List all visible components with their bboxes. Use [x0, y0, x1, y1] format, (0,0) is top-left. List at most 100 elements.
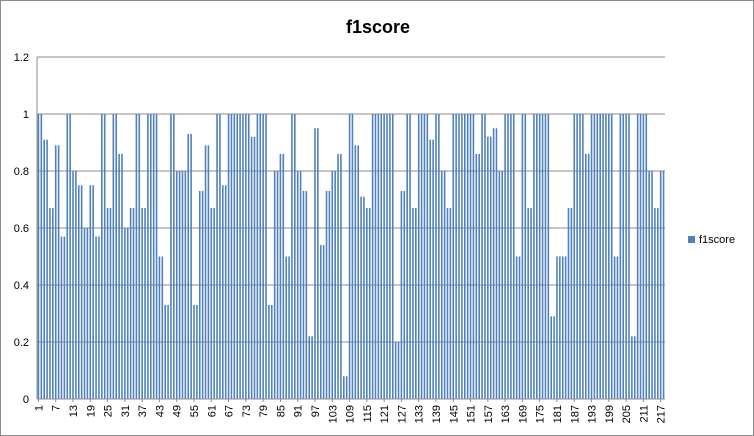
bar [325, 190, 328, 399]
bar [400, 190, 403, 399]
bar [181, 171, 184, 399]
bar [124, 228, 126, 399]
x-tick-label: 7 [51, 405, 63, 411]
bar [377, 114, 380, 399]
bar [230, 114, 233, 399]
bar [40, 114, 43, 399]
bar [308, 336, 311, 399]
bar [106, 208, 109, 399]
x-tick-label: 25 [103, 405, 115, 417]
y-tick-label: 0.6 [14, 223, 29, 235]
bar [69, 114, 71, 399]
bar [268, 304, 270, 399]
bar [173, 114, 175, 399]
bar [256, 114, 259, 399]
bar [579, 114, 581, 399]
bar [587, 153, 590, 399]
bar [80, 185, 83, 399]
bar [412, 208, 414, 399]
x-tick-label: 181 [552, 405, 564, 423]
bar [46, 139, 48, 399]
bar [187, 133, 190, 399]
bar [236, 114, 239, 399]
bar [204, 145, 207, 399]
x-axis-ticks: 1 7 13 19 25 31 37 43 49 55 61 67 73 79 85 91 97 103 109 11… [33, 399, 668, 423]
bar [420, 114, 423, 399]
bar [561, 256, 564, 399]
bar [161, 256, 164, 399]
bar [247, 114, 250, 399]
x-tick-label: 85 [275, 405, 287, 417]
bar [605, 114, 607, 399]
bar [636, 114, 639, 399]
bar [452, 114, 455, 399]
bar [279, 153, 282, 399]
bar [584, 153, 587, 399]
bar [49, 208, 51, 399]
bar [319, 245, 322, 399]
bar [596, 114, 599, 399]
bar [340, 153, 342, 399]
bar [394, 342, 397, 399]
bar [564, 256, 567, 399]
bar [190, 133, 192, 399]
bar [389, 114, 391, 399]
bar [158, 256, 161, 399]
bar [89, 185, 92, 399]
x-tick-label: 145 [448, 405, 460, 423]
bar [351, 114, 354, 399]
bar [210, 208, 213, 399]
bar [435, 114, 437, 399]
bar [273, 171, 276, 399]
legend-swatch [688, 236, 695, 243]
bar [648, 171, 650, 399]
bar [406, 114, 408, 399]
bar [219, 114, 221, 399]
y-tick-label: 0 [23, 394, 29, 406]
bar [201, 190, 204, 399]
x-tick-label: 127 [396, 405, 408, 423]
x-tick-label: 187 [569, 405, 581, 423]
x-tick-label: 211 [638, 405, 650, 423]
bar [417, 114, 420, 399]
bar [461, 114, 463, 399]
bar [331, 171, 334, 399]
bar [322, 245, 325, 399]
bar [167, 304, 169, 399]
x-tick-label: 121 [379, 405, 391, 423]
bar [216, 114, 218, 399]
bar [440, 171, 443, 399]
bar [469, 114, 472, 399]
x-tick-label: 1 [33, 405, 45, 411]
bar [642, 114, 645, 399]
x-tick-label: 139 [431, 405, 443, 423]
bar [645, 114, 648, 399]
bar [383, 114, 385, 399]
x-tick-label: 37 [137, 405, 149, 417]
bar [357, 145, 359, 399]
bar [118, 153, 120, 399]
bar [492, 128, 495, 399]
bar [193, 304, 195, 399]
bar [259, 114, 262, 399]
bar [170, 114, 172, 399]
x-tick-label: 109 [345, 405, 357, 423]
bar [164, 304, 166, 399]
bar [299, 171, 302, 399]
legend: f1score [688, 234, 735, 246]
bar [547, 114, 550, 399]
bar [446, 208, 449, 399]
bars [37, 114, 665, 400]
bar [276, 171, 279, 399]
bar [423, 114, 426, 399]
x-tick-label: 163 [500, 405, 512, 423]
bar [132, 208, 135, 399]
bar [590, 114, 593, 399]
x-tick-label: 133 [414, 405, 426, 423]
bar [438, 114, 440, 399]
bar [512, 114, 515, 399]
y-axis-ticks: 0 0.2 0.4 0.6 0.8 1 1.2 [14, 52, 29, 406]
x-tick-label: 19 [85, 405, 97, 417]
bar [538, 114, 541, 399]
